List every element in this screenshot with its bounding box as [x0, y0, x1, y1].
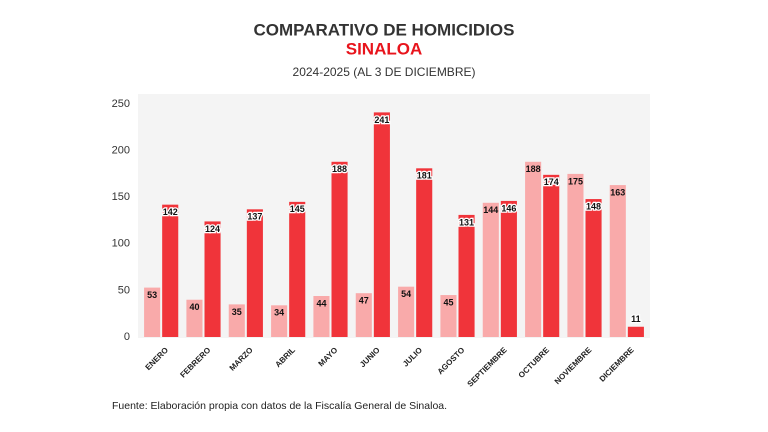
x-tick-label: FEBRERO	[178, 346, 212, 380]
y-tick-label: 0	[124, 331, 130, 343]
value-label: 145	[290, 204, 305, 214]
plot-background	[138, 94, 650, 338]
x-tick-label: JULIO	[401, 346, 424, 369]
bar	[246, 209, 263, 337]
value-label: 45	[443, 297, 453, 307]
bar	[204, 221, 221, 337]
value-label: 148	[586, 201, 601, 211]
value-label: 175	[568, 176, 583, 186]
x-tick-label: MAYO	[317, 346, 340, 369]
x-tick-label: AGOSTO	[436, 346, 467, 377]
x-tick-label: ABRIL	[273, 345, 297, 369]
value-label: 34	[274, 308, 284, 318]
value-label: 163	[610, 187, 625, 197]
value-label: 131	[459, 217, 474, 227]
bar	[144, 287, 161, 337]
chart-title: COMPARATIVO DE HOMICIDIOS	[254, 20, 515, 39]
y-tick-label: 200	[112, 145, 130, 157]
value-label: 142	[163, 207, 178, 217]
value-label: 181	[417, 171, 432, 181]
bar	[289, 201, 306, 337]
value-label: 35	[232, 307, 242, 317]
bar	[416, 168, 433, 337]
x-tick-label: SEPTIEMBRE	[466, 345, 510, 389]
bar	[331, 161, 348, 337]
bar	[482, 202, 499, 337]
value-label: 44	[316, 298, 326, 308]
bar	[313, 295, 330, 337]
x-tick-label: NOVIEMBRE	[553, 345, 594, 386]
value-label: 40	[189, 302, 199, 312]
y-tick-label: 150	[112, 191, 130, 203]
bar	[186, 299, 203, 337]
bar	[373, 112, 390, 337]
bar	[585, 199, 602, 337]
bar	[609, 185, 626, 337]
y-tick-label: 100	[112, 238, 130, 250]
value-label: 241	[374, 115, 389, 125]
bar	[627, 326, 644, 337]
value-label: 124	[205, 224, 220, 234]
x-tick-label: JUNIO	[358, 346, 382, 370]
bar	[398, 286, 415, 337]
x-tick-label: MARZO	[228, 346, 255, 373]
value-label: 188	[526, 164, 541, 174]
chart-subtitle: SINALOA	[346, 39, 423, 58]
bar	[458, 214, 475, 337]
y-tick-label: 250	[112, 98, 130, 110]
bar	[355, 293, 372, 337]
chart-period: 2024-2025 (AL 3 DE DICIEMBRE)	[293, 65, 476, 79]
value-label: 11	[631, 314, 641, 324]
bar	[567, 173, 584, 337]
bar	[162, 204, 179, 337]
x-tick-label: OCTUBRE	[517, 345, 552, 380]
y-tick-label: 50	[118, 284, 130, 296]
bar	[271, 305, 288, 337]
value-label: 137	[247, 212, 262, 222]
bar	[228, 304, 245, 337]
value-label: 146	[501, 203, 516, 213]
x-tick-label: DICIEMBRE	[598, 345, 637, 384]
bar	[440, 295, 457, 337]
source-note: Fuente: Elaboración propia con datos de …	[112, 400, 447, 412]
value-label: 174	[544, 177, 559, 187]
bar	[525, 161, 542, 337]
bar	[543, 174, 560, 337]
value-label: 188	[332, 164, 347, 174]
value-label: 54	[401, 289, 411, 299]
x-tick-label: ENERO	[144, 346, 170, 372]
value-label: 144	[483, 205, 498, 215]
bar	[500, 200, 517, 337]
value-label: 47	[359, 296, 369, 306]
value-label: 53	[147, 290, 157, 300]
